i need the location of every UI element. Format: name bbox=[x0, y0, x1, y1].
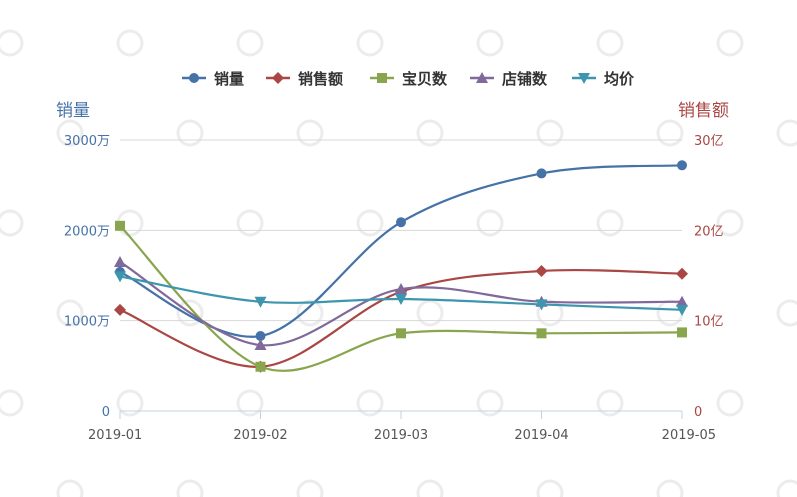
series-point-3 bbox=[114, 255, 126, 267]
watermark-logo bbox=[176, 299, 204, 327]
watermark-logo bbox=[356, 209, 384, 237]
watermark-logo bbox=[596, 29, 624, 57]
y-left-tick-label: 1000万 bbox=[64, 315, 110, 330]
watermark-logo bbox=[476, 389, 504, 417]
series-point-4 bbox=[676, 304, 688, 316]
series-point-4 bbox=[114, 271, 126, 283]
watermark-logo bbox=[296, 119, 324, 147]
y-left-tick-label: 0 bbox=[102, 405, 110, 420]
watermark-logo bbox=[236, 389, 264, 417]
watermark-logo bbox=[176, 119, 204, 147]
series-point-3 bbox=[254, 339, 267, 351]
watermark-logo bbox=[596, 209, 624, 237]
series-point-4 bbox=[395, 293, 407, 305]
watermark-logo bbox=[56, 299, 84, 327]
watermark-logo bbox=[536, 119, 564, 147]
series-point-0 bbox=[677, 160, 687, 171]
series-point-3 bbox=[676, 295, 688, 307]
legend-label-0: 销量 bbox=[214, 70, 244, 88]
watermark-logo bbox=[236, 209, 264, 237]
series-point-1 bbox=[676, 267, 688, 280]
x-tick-label: 2019-01 bbox=[88, 428, 142, 443]
y-left-tick-label: 3000万 bbox=[64, 134, 110, 149]
watermark-logo bbox=[776, 479, 797, 497]
legend-marker-3 bbox=[476, 72, 488, 83]
series-point-4 bbox=[535, 299, 548, 311]
series-line-0 bbox=[119, 164, 683, 338]
watermark-logo bbox=[236, 29, 264, 57]
series-point-3 bbox=[395, 283, 407, 295]
watermark-logo bbox=[56, 119, 84, 147]
legend-marker-0 bbox=[189, 73, 199, 83]
watermark-logo bbox=[356, 389, 384, 417]
y-left-tick-label: 2000万 bbox=[64, 224, 110, 239]
series-point-1 bbox=[535, 264, 548, 277]
series-point-1 bbox=[114, 303, 126, 316]
watermark-logo bbox=[656, 479, 684, 497]
legend-label-4: 均价 bbox=[604, 70, 635, 88]
legend-marker-4 bbox=[578, 73, 590, 84]
y-right-tick-label: 10亿 bbox=[694, 315, 724, 330]
series-point-4 bbox=[254, 296, 267, 308]
watermark-logo bbox=[0, 389, 24, 417]
series-point-2 bbox=[115, 220, 125, 231]
y-left-axis-title: 销量 bbox=[56, 101, 90, 121]
watermark-logo bbox=[296, 479, 324, 497]
watermark-logo bbox=[0, 29, 24, 57]
watermark-logo bbox=[176, 479, 204, 497]
series-line-2 bbox=[119, 225, 683, 372]
series-point-0 bbox=[396, 217, 406, 228]
watermark-logo bbox=[416, 479, 444, 497]
watermark-logo bbox=[0, 209, 24, 237]
x-tick-label: 2019-02 bbox=[233, 428, 287, 443]
series-point-2 bbox=[536, 328, 547, 339]
watermark-logo bbox=[116, 29, 144, 57]
series-point-0 bbox=[255, 331, 266, 342]
x-tick-label: 2019-03 bbox=[374, 428, 428, 443]
watermark-logo bbox=[356, 29, 384, 57]
legend-label-2: 宝贝数 bbox=[402, 70, 448, 88]
watermark-logo bbox=[776, 119, 797, 147]
legend-marker-2 bbox=[377, 73, 387, 83]
watermark-logo bbox=[476, 29, 504, 57]
series-point-2 bbox=[677, 327, 687, 338]
watermark-logo bbox=[776, 299, 797, 327]
watermark-logo bbox=[716, 29, 744, 57]
y-right-tick-label: 30亿 bbox=[694, 134, 724, 149]
watermark-logo bbox=[716, 389, 744, 417]
watermark-logo bbox=[476, 209, 504, 237]
watermark-logo bbox=[536, 479, 564, 497]
watermark-logo bbox=[716, 209, 744, 237]
y-right-axis-title: 销售额 bbox=[678, 101, 729, 121]
series-point-0 bbox=[536, 168, 547, 179]
watermark-logo bbox=[416, 119, 444, 147]
series-point-2 bbox=[396, 328, 406, 339]
watermark-logo bbox=[56, 479, 84, 497]
legend-marker-1 bbox=[272, 72, 284, 84]
x-tick-label: 2019-04 bbox=[514, 428, 568, 443]
y-right-tick-label: 20亿 bbox=[694, 224, 724, 239]
y-right-tick-label: 0 bbox=[694, 405, 702, 420]
x-tick-label: 2019-05 bbox=[662, 428, 716, 443]
watermark-logo bbox=[596, 389, 624, 417]
series-point-2 bbox=[255, 361, 266, 372]
legend-label-3: 店铺数 bbox=[502, 70, 548, 88]
watermark-logo bbox=[296, 299, 324, 327]
legend-label-1: 销售额 bbox=[298, 70, 343, 88]
watermark-logo bbox=[656, 119, 684, 147]
watermark-logo bbox=[116, 389, 144, 417]
watermark-logo bbox=[416, 299, 444, 327]
